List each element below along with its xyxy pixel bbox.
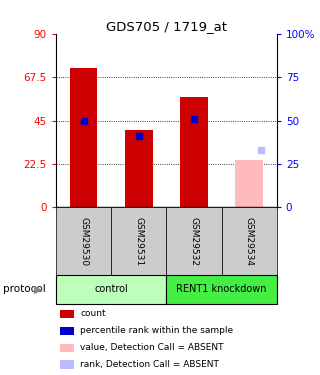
- Bar: [60, 344, 74, 352]
- Bar: [111, 207, 166, 275]
- Text: GSM29531: GSM29531: [134, 216, 143, 266]
- Bar: [125, 130, 153, 207]
- Text: GSM29532: GSM29532: [189, 217, 198, 266]
- Text: control: control: [94, 284, 128, 294]
- Text: value, Detection Call = ABSENT: value, Detection Call = ABSENT: [80, 343, 224, 352]
- Text: protocol: protocol: [3, 284, 46, 294]
- Title: GDS705 / 1719_at: GDS705 / 1719_at: [106, 20, 227, 33]
- Bar: [180, 98, 208, 207]
- Bar: [56, 207, 111, 275]
- Bar: [166, 207, 222, 275]
- Text: GSM29534: GSM29534: [245, 217, 254, 266]
- Bar: [166, 275, 277, 304]
- Text: rank, Detection Call = ABSENT: rank, Detection Call = ABSENT: [80, 360, 219, 369]
- Text: percentile rank within the sample: percentile rank within the sample: [80, 326, 233, 335]
- Text: GSM29530: GSM29530: [79, 216, 88, 266]
- Bar: [60, 360, 74, 369]
- Text: count: count: [80, 309, 106, 318]
- Bar: [221, 207, 277, 275]
- Text: RENT1 knockdown: RENT1 knockdown: [176, 284, 267, 294]
- Bar: [60, 327, 74, 335]
- Bar: [56, 275, 166, 304]
- Bar: [70, 69, 97, 207]
- Text: ▶: ▶: [34, 284, 43, 294]
- Bar: [60, 310, 74, 318]
- Bar: [236, 160, 263, 207]
